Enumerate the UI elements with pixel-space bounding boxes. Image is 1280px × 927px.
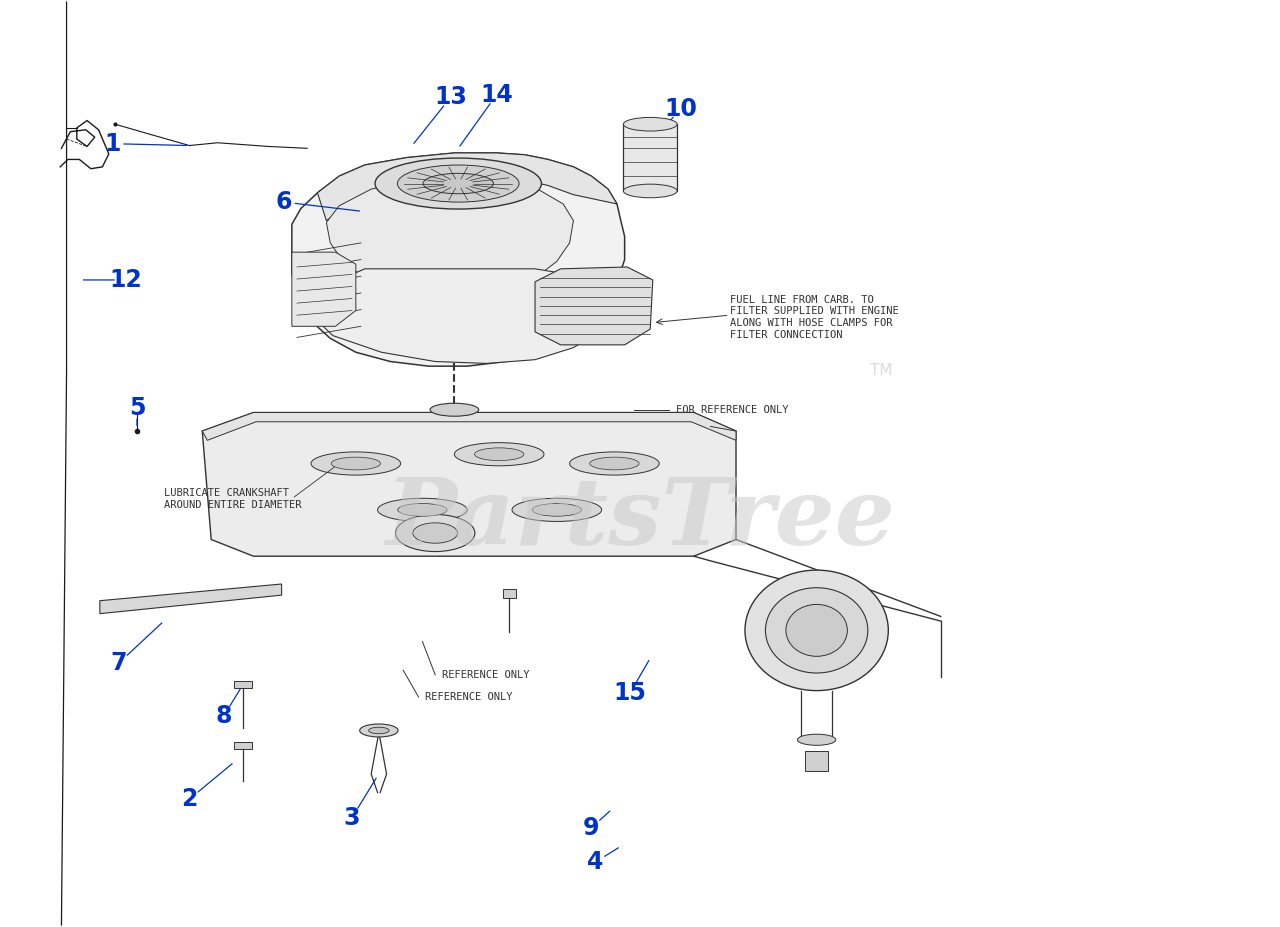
Ellipse shape	[797, 734, 836, 745]
Ellipse shape	[375, 159, 541, 209]
Text: 2: 2	[182, 787, 197, 811]
Text: REFERENCE ONLY: REFERENCE ONLY	[425, 692, 512, 702]
Polygon shape	[535, 267, 653, 345]
Ellipse shape	[413, 523, 458, 543]
Text: LUBRICATE CRANKSHAFT
AROUND ENTIRE DIAMETER: LUBRICATE CRANKSHAFT AROUND ENTIRE DIAME…	[164, 488, 301, 510]
Polygon shape	[805, 751, 828, 771]
Text: 13: 13	[434, 85, 467, 109]
Text: 7: 7	[111, 651, 127, 675]
Text: 15: 15	[613, 681, 646, 705]
Text: REFERENCE ONLY: REFERENCE ONLY	[442, 670, 529, 679]
Ellipse shape	[378, 499, 467, 521]
Ellipse shape	[332, 457, 380, 470]
Text: 3: 3	[344, 806, 360, 830]
Polygon shape	[100, 584, 282, 614]
Ellipse shape	[786, 604, 847, 656]
Text: FUEL LINE FROM CARB. TO
FILTER SUPPLIED WITH ENGINE
ALONG WITH HOSE CLAMPS FOR
F: FUEL LINE FROM CARB. TO FILTER SUPPLIED …	[730, 295, 899, 339]
Text: FOR REFERENCE ONLY: FOR REFERENCE ONLY	[676, 405, 788, 414]
Text: 8: 8	[216, 704, 232, 728]
Text: 14: 14	[480, 83, 513, 107]
Text: 1: 1	[105, 132, 120, 156]
Ellipse shape	[430, 403, 479, 416]
Ellipse shape	[360, 724, 398, 737]
Polygon shape	[202, 413, 736, 440]
Text: PartsTree: PartsTree	[385, 474, 895, 565]
Ellipse shape	[454, 443, 544, 466]
Ellipse shape	[765, 588, 868, 673]
Ellipse shape	[475, 448, 524, 461]
Polygon shape	[326, 178, 573, 295]
Ellipse shape	[369, 727, 389, 734]
Circle shape	[439, 175, 472, 199]
Ellipse shape	[570, 452, 659, 476]
Text: 4: 4	[588, 850, 603, 874]
Polygon shape	[317, 153, 617, 221]
Ellipse shape	[532, 503, 581, 516]
Polygon shape	[234, 681, 252, 688]
Ellipse shape	[745, 570, 888, 691]
Ellipse shape	[398, 503, 447, 516]
Text: TM: TM	[870, 363, 893, 378]
Text: 9: 9	[584, 816, 599, 840]
Ellipse shape	[311, 452, 401, 476]
Text: 12: 12	[109, 268, 142, 292]
Polygon shape	[292, 153, 625, 366]
Ellipse shape	[422, 173, 494, 194]
Ellipse shape	[512, 499, 602, 521]
Ellipse shape	[397, 165, 520, 202]
Ellipse shape	[623, 118, 677, 131]
Bar	[623, 124, 677, 191]
Circle shape	[383, 193, 408, 211]
Polygon shape	[314, 269, 608, 363]
Ellipse shape	[396, 514, 475, 552]
Polygon shape	[292, 252, 356, 326]
Text: 5: 5	[129, 396, 145, 420]
Ellipse shape	[590, 457, 639, 470]
Text: 6: 6	[276, 190, 292, 214]
Polygon shape	[503, 589, 516, 598]
Polygon shape	[202, 413, 736, 556]
Ellipse shape	[623, 184, 677, 197]
Polygon shape	[234, 742, 252, 749]
Text: 10: 10	[664, 97, 698, 121]
